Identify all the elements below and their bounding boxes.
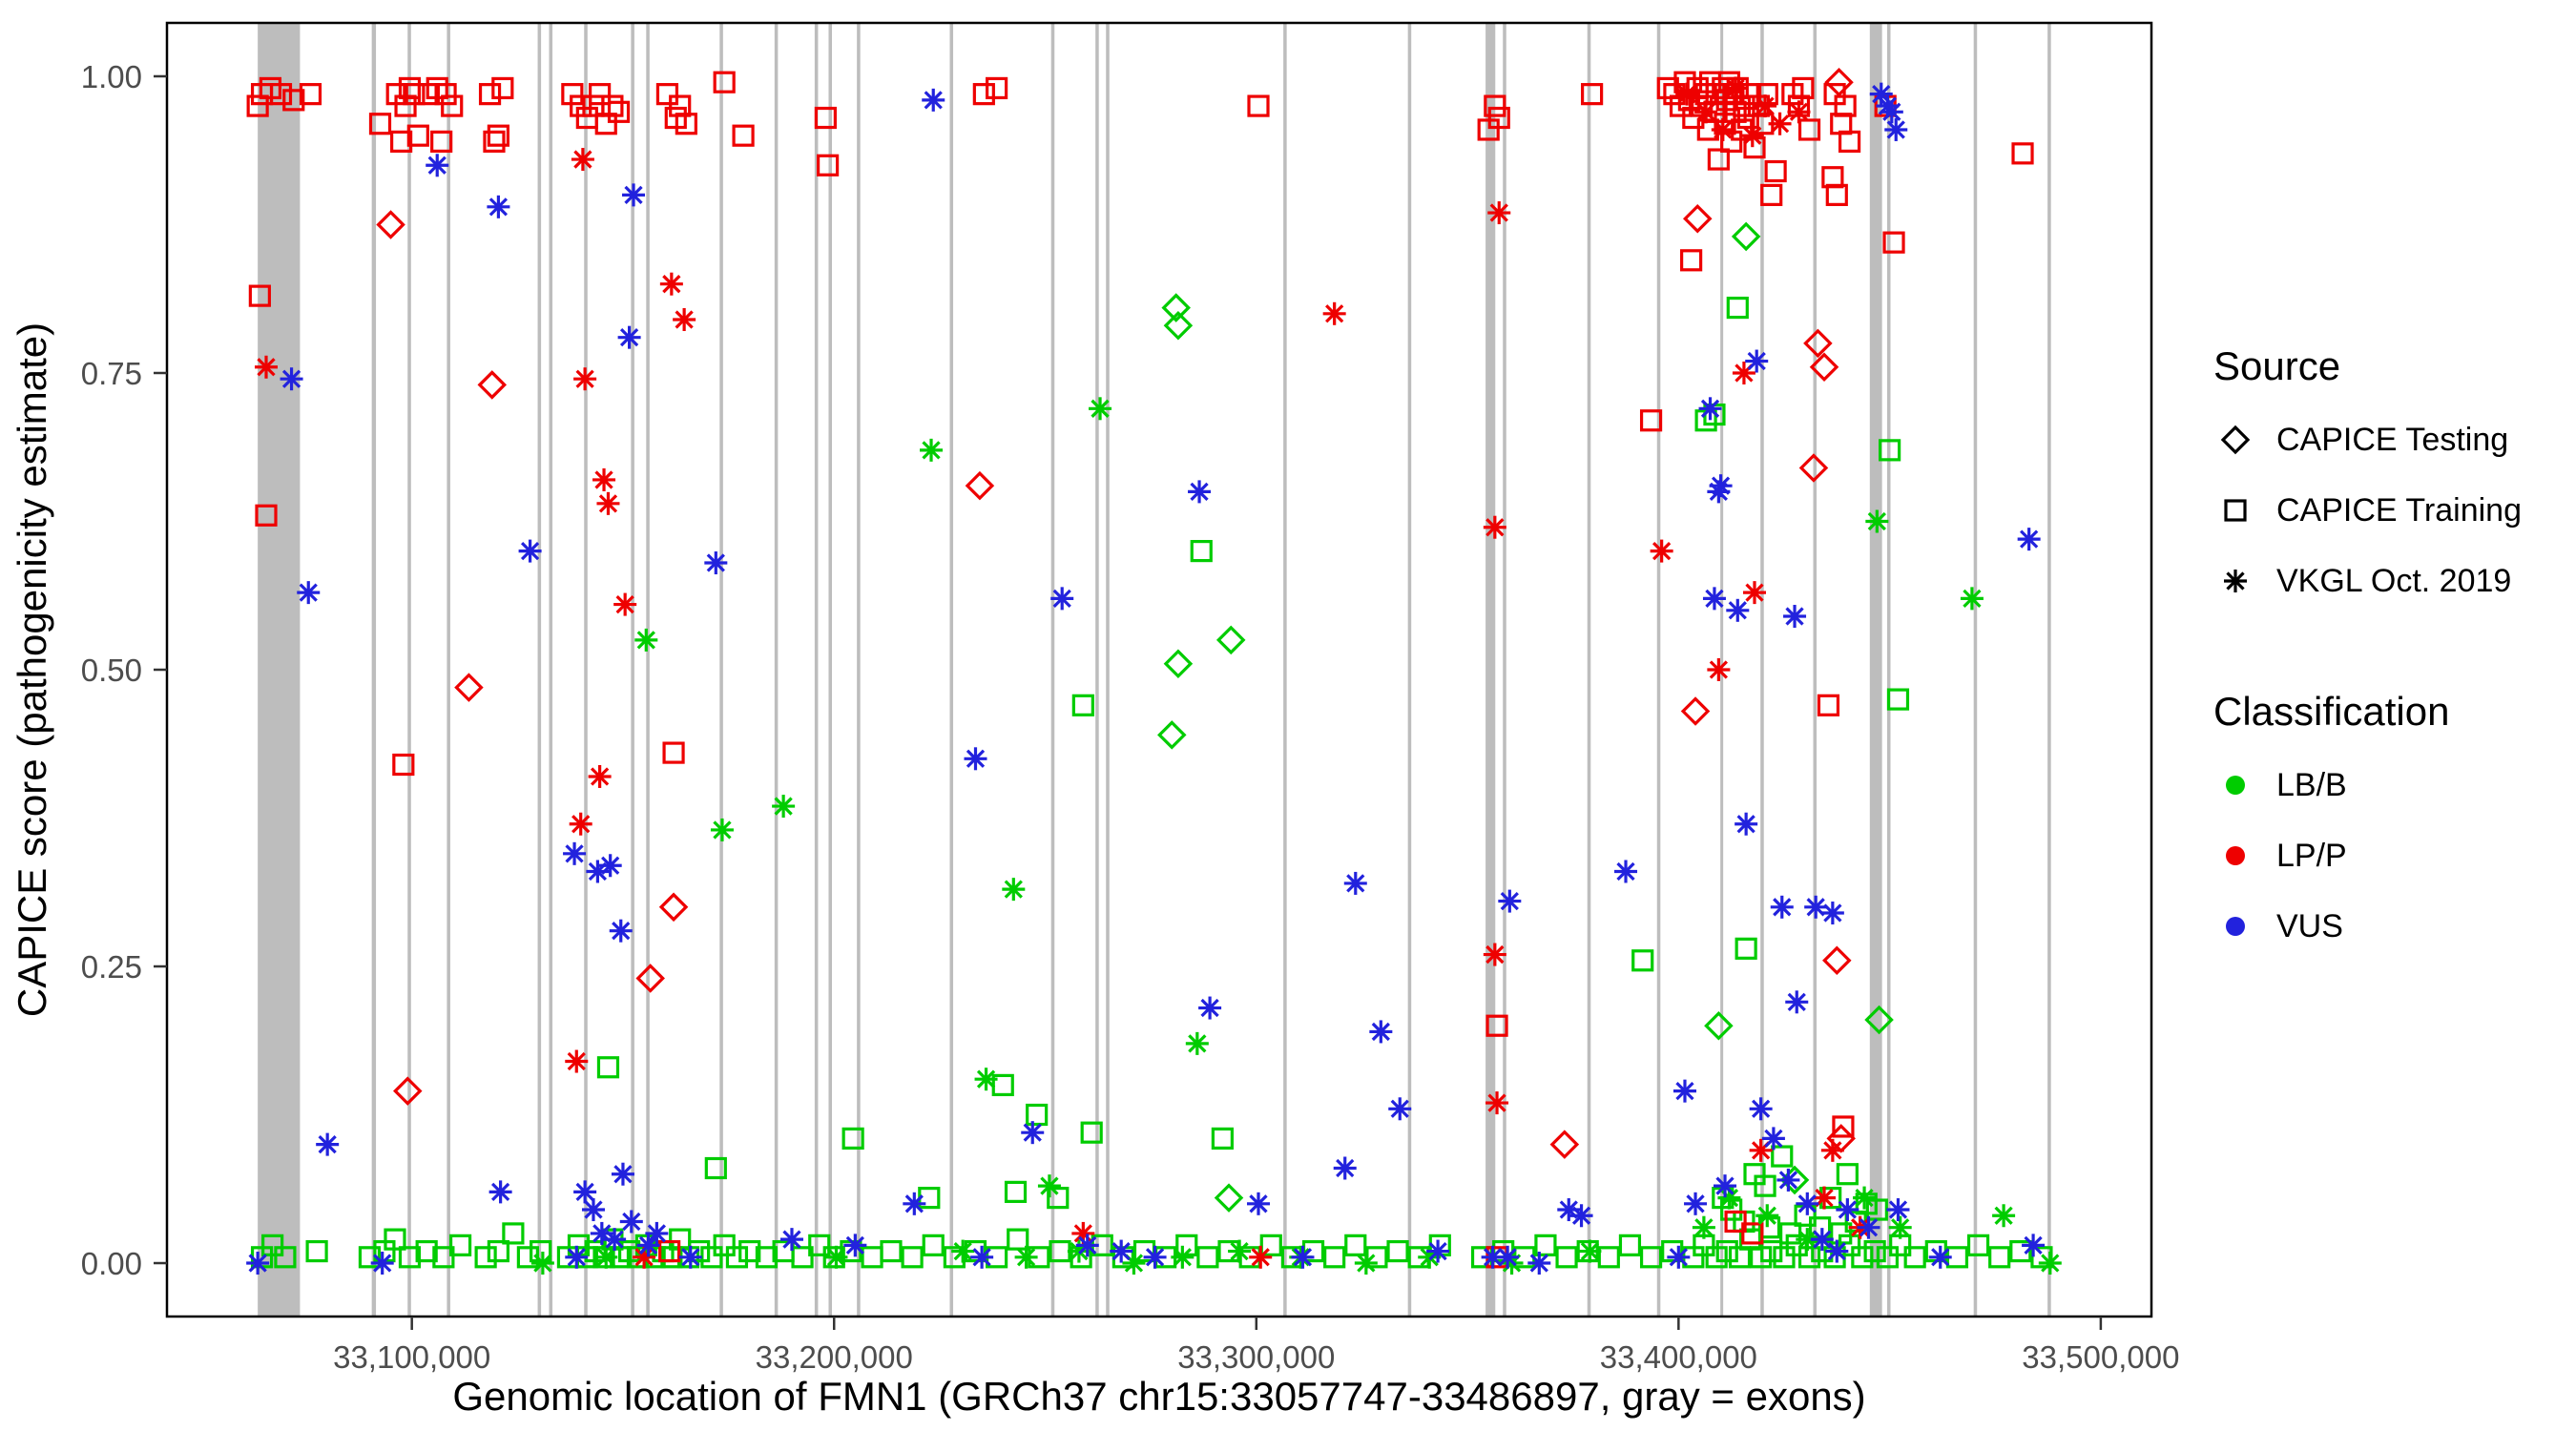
y-tick-label: 1.00	[81, 59, 142, 94]
lpp-circle-icon	[2226, 846, 2245, 865]
legend-label-lbb: LB/B	[2276, 766, 2347, 803]
x-tick-label: 33,300,000	[1177, 1339, 1335, 1375]
y-tick-label: 0.25	[81, 949, 142, 985]
x-tick-label: 33,200,000	[756, 1339, 913, 1375]
exon-bands	[258, 23, 2051, 1317]
y-axis-title: CAPICE score (pathogenicity estimate)	[10, 322, 54, 1017]
y-tick-label: 0.75	[81, 356, 142, 391]
capice-training-square-icon	[2224, 499, 2247, 522]
y-tick-label: 0.00	[81, 1246, 142, 1281]
legend-classification-title: Classification	[2213, 689, 2450, 734]
legend-item-vkgl-oct-2019: VKGL Oct. 2019	[2213, 559, 2568, 603]
series-vkgl-vus	[246, 82, 2046, 1275]
x-tick-label: 33,100,000	[333, 1339, 490, 1375]
legend-source-title: Source	[2213, 343, 2341, 388]
y-tick-label: 0.50	[81, 653, 142, 688]
series-capice-training-lp-p	[246, 71, 2034, 1269]
legend-label-vus: VUS	[2276, 907, 2343, 944]
series-capice-training-lb-b	[250, 296, 2053, 1269]
legend-label-capice-training: CAPICE Training	[2276, 491, 2522, 529]
legend-item-lpp: LP/P	[2213, 834, 2568, 878]
legend-label-lpp: LP/P	[2276, 837, 2347, 874]
legend-spacer	[2213, 630, 2568, 689]
capice-testing-diamond-icon	[2220, 425, 2251, 455]
x-tick-label: 33,400,000	[1600, 1339, 1757, 1375]
series-capice-testing-lp-p	[376, 67, 1856, 1159]
legend-label-vkgl-oct-2019: VKGL Oct. 2019	[2276, 562, 2512, 599]
x-axis-title: Genomic location of FMN1 (GRCh37 chr15:3…	[452, 1374, 1865, 1419]
vkgl-oct-2019-asterisk-icon	[2224, 570, 2247, 592]
legend-label-capice-testing: CAPICE Testing	[2276, 421, 2509, 458]
series-vkgl-lp-p	[255, 76, 1872, 1269]
legend-source-items: CAPICE Testing CAPICE Training VKGL Oct. 2…	[2213, 418, 2568, 630]
vus-circle-icon	[2226, 917, 2245, 936]
lbb-circle-icon	[2226, 776, 2245, 795]
x-tick-label: 33,500,000	[2022, 1339, 2179, 1375]
legend-item-capice-testing: CAPICE Testing	[2213, 418, 2568, 462]
legend-classification-items: LB/B LP/P VUS	[2213, 763, 2568, 975]
legend-item-vus: VUS	[2213, 904, 2568, 948]
legend-item-capice-training: CAPICE Training	[2213, 488, 2568, 532]
series-vkgl-lb-b	[530, 397, 2062, 1275]
series-capice-testing-lb-b	[1157, 221, 1894, 1213]
legend-panel: Source CAPICE Testing CAPICE Training VKGL…	[2213, 343, 2568, 975]
legend-item-lbb: LB/B	[2213, 763, 2568, 807]
